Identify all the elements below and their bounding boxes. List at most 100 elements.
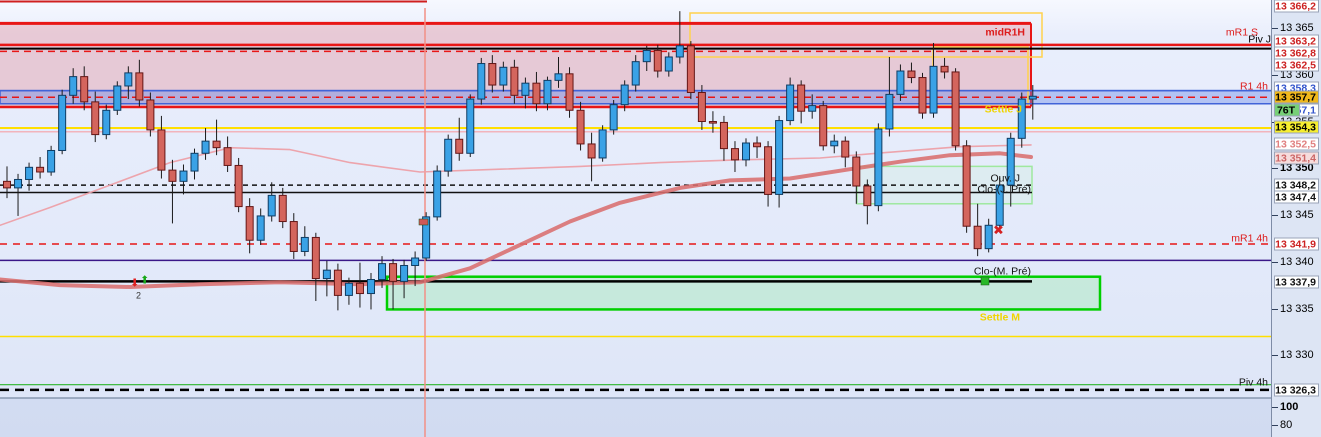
- candle-down: [510, 66, 519, 96]
- buy-arrow-marker: ⬆: [140, 274, 150, 287]
- candle-down: [951, 71, 960, 147]
- candle-up: [113, 85, 122, 111]
- settle-j-label[interactable]: Settle J: [984, 103, 1022, 116]
- candle-up: [477, 63, 486, 100]
- clo-m-pre-label[interactable]: Clo-(M. Pré): [973, 265, 1031, 278]
- candle-up: [433, 170, 442, 218]
- piv-4h-label[interactable]: Piv 4h: [1238, 376, 1268, 389]
- countdown-label: 76T: [1274, 103, 1300, 117]
- axis-tick-mark: [1272, 308, 1278, 310]
- square-marker: [980, 276, 990, 286]
- mR1S-label[interactable]: mR1 S: [1225, 26, 1258, 39]
- axis-tick-mark: [1272, 215, 1278, 216]
- candle-up: [786, 84, 795, 122]
- candle-up: [984, 224, 993, 250]
- axis-tick-label: 13 345: [1280, 209, 1314, 221]
- mr1-4h-label[interactable]: mR1 4h: [1231, 232, 1268, 245]
- candle-down: [962, 145, 971, 227]
- candle-down: [753, 142, 762, 148]
- piv-j-label[interactable]: Piv J: [1248, 33, 1271, 46]
- axis-tick-label: 13 360: [1280, 68, 1314, 81]
- candle-down: [3, 180, 11, 189]
- candle-up: [620, 84, 629, 106]
- price-level-label: 13 351,4: [1274, 151, 1319, 165]
- candle-down: [653, 49, 662, 72]
- candle-up: [929, 65, 938, 114]
- candle-down: [146, 99, 155, 131]
- candle-down: [234, 164, 243, 208]
- candle-up: [1006, 137, 1015, 186]
- candle-up: [874, 128, 883, 207]
- midR1H-label[interactable]: midR1H: [985, 26, 1025, 39]
- candle-down: [907, 70, 916, 79]
- axis-tick-label: 13 350: [1280, 162, 1314, 175]
- price-level-label: 13 362,5: [1274, 58, 1319, 72]
- candle-up: [25, 166, 34, 180]
- axis-tick-mark: [1272, 168, 1278, 170]
- axis-tick-mark: [1272, 74, 1278, 76]
- candle-up: [267, 194, 276, 217]
- axis-tick-mark: [1272, 407, 1278, 408]
- candle-down: [565, 73, 574, 111]
- count-marker: 2: [136, 290, 142, 301]
- candle-up: [444, 138, 453, 172]
- candle-down: [355, 282, 364, 295]
- candle-up: [124, 72, 133, 87]
- fast-moving-average: [0, 144, 1032, 227]
- candle-down: [940, 65, 949, 73]
- candle-down: [389, 263, 398, 282]
- candle-up: [598, 129, 607, 159]
- axis-tick-mark: [1272, 261, 1278, 263]
- r1-4h-label[interactable]: R1 4h: [1239, 80, 1268, 93]
- candle-down: [168, 169, 177, 182]
- axis-tick-mark: [1272, 425, 1278, 426]
- axis-tick-label: 13 335: [1280, 302, 1314, 315]
- candle-up: [466, 98, 475, 154]
- candle-down: [587, 143, 596, 159]
- ouv-j-label[interactable]: Ouv. J: [990, 172, 1020, 185]
- candle-down: [973, 225, 982, 250]
- candle-down: [91, 101, 100, 136]
- candle-up: [543, 79, 552, 105]
- clo-j-pre-label[interactable]: Clo-(J. Pré): [977, 183, 1031, 196]
- candle-down: [311, 236, 320, 280]
- price-level-label: 13 366,2: [1274, 0, 1319, 13]
- small-flag-marker: [418, 218, 429, 226]
- candle-down: [532, 82, 541, 105]
- candle-down: [576, 109, 585, 145]
- candle-down: [212, 140, 221, 149]
- candle-up: [775, 120, 784, 195]
- settle-m-label[interactable]: Settle M: [979, 311, 1020, 324]
- candle-down: [686, 45, 695, 94]
- sell-arrow-marker: ⬇: [130, 277, 140, 290]
- last-price-label: 13 357,7: [1274, 90, 1319, 104]
- axis-tick-label: 100: [1280, 401, 1299, 413]
- candle-up: [411, 257, 420, 266]
- candle-up: [642, 49, 651, 63]
- candle-down: [36, 166, 45, 173]
- sub-panel-background: [0, 398, 1272, 437]
- price-level-label: 13 352,5: [1274, 137, 1319, 151]
- price-level-label: 13 354,3: [1274, 120, 1319, 134]
- candle-up: [499, 66, 508, 86]
- candle-up: [179, 170, 188, 182]
- candle-up: [554, 73, 563, 81]
- price-level-label: 13 326,3: [1274, 383, 1319, 397]
- candle-up: [366, 279, 375, 295]
- candle-up: [102, 109, 111, 136]
- axis-tick-mark: [1272, 355, 1278, 357]
- candle-up: [664, 56, 673, 72]
- candle-up: [675, 45, 684, 58]
- candle-down: [278, 194, 287, 223]
- candle-down: [697, 92, 706, 122]
- candle-up: [47, 149, 56, 173]
- candle-up: [995, 184, 1004, 226]
- axis-tick-mark: [1272, 28, 1278, 29]
- candle-up: [808, 105, 817, 112]
- candle-up: [1017, 98, 1026, 139]
- candle-up: [896, 70, 905, 95]
- price-level-label: 13 347,4: [1274, 190, 1319, 204]
- candle-down: [730, 148, 739, 161]
